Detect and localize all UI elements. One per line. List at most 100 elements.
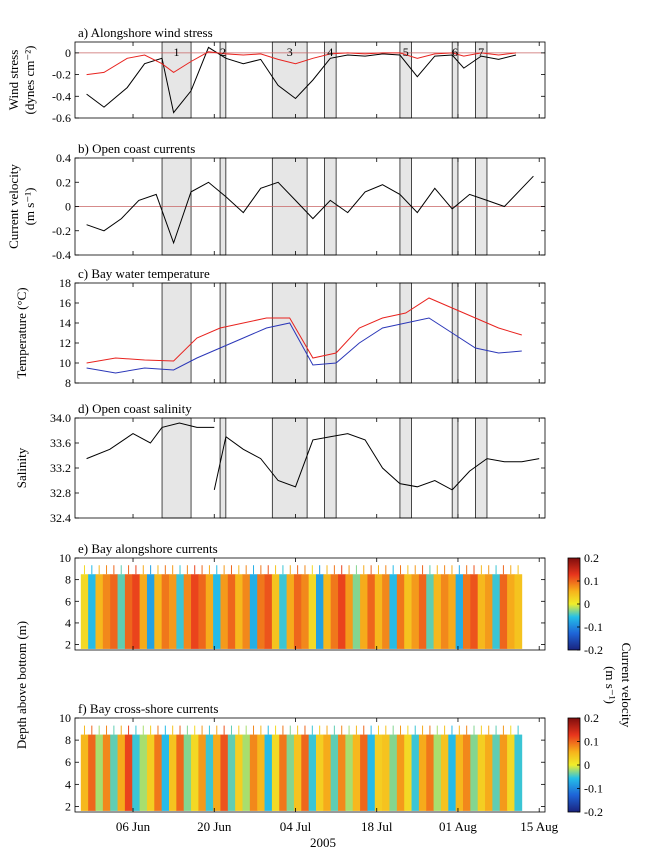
colorbar-tick-label: -0.1 [584, 782, 603, 796]
axes-box [74, 282, 546, 384]
year-label: 2005 [310, 835, 336, 850]
heat-column [95, 734, 104, 811]
heat-column [308, 734, 317, 811]
heat-column [249, 574, 258, 649]
heat-column [352, 574, 361, 649]
heat-column [132, 734, 141, 811]
heat-column [352, 734, 361, 811]
y-tick-label: 2 [65, 799, 71, 813]
y-tick-label: 32.4 [50, 511, 71, 525]
heat-column [404, 734, 412, 811]
series-line-1 [86, 46, 517, 114]
event-label-1: 1 [174, 45, 180, 59]
heat-column [183, 734, 192, 811]
x-tick-label: 18 Jul [361, 819, 393, 834]
heat-column [367, 574, 376, 649]
heat-column [242, 734, 251, 811]
heat-column [477, 574, 486, 649]
heat-column [360, 734, 368, 811]
panel-title: d) Open coast salinity [78, 401, 192, 416]
x-tick-label: 01 Aug [439, 819, 477, 834]
heat-column [235, 574, 243, 649]
heat-column [345, 574, 354, 649]
series-line-2 [86, 51, 517, 76]
colorbar-tick-label: 0.2 [584, 711, 599, 725]
colorbar-tick-label: 0 [584, 597, 590, 611]
y-tick-label: -0.6 [52, 111, 71, 125]
axes-box [74, 557, 546, 651]
heat-column [198, 574, 207, 649]
heat-column [227, 574, 236, 649]
y-tick-label: -0.2 [52, 68, 71, 82]
heat-column [242, 574, 251, 649]
heat-column [492, 734, 501, 811]
heat-column [286, 734, 295, 811]
heat-column [117, 734, 126, 811]
heat-column [448, 734, 457, 811]
heat-column [315, 574, 324, 649]
heat-column [227, 734, 236, 811]
heat-column [95, 574, 104, 649]
heat-column [426, 574, 434, 649]
heat-column [470, 574, 479, 649]
series-line-1 [86, 297, 522, 364]
heat-column [220, 734, 229, 811]
y-tick-label: -0.4 [52, 248, 71, 262]
y-tick-label: 0 [65, 46, 71, 60]
y-tick-label: 32.8 [50, 486, 71, 500]
heat-column [499, 734, 508, 811]
colorbar-tick-label: -0.2 [584, 643, 603, 657]
y-tick-label: 34.0 [50, 411, 71, 425]
heat-column [485, 734, 493, 811]
panel-title: e) Bay alongshore currents [78, 541, 218, 556]
y-tick-label: 8 [65, 733, 71, 747]
panel-c: 8 10 12 14 16 18 c) Bay water temperature Tempe… [14, 266, 546, 390]
heat-column [514, 734, 523, 811]
event-band-7 [475, 282, 488, 384]
heat-column [191, 574, 199, 649]
heat-column [440, 574, 449, 649]
heat-column [205, 734, 214, 811]
panel-a: -0.6 -0.4 -0.2 0 a) Alongshore wind stress Wi… [6, 25, 546, 125]
panel-title: f) Bay cross-shore currents [78, 701, 218, 716]
heat-column [330, 734, 339, 811]
heat-column [426, 734, 434, 811]
y-axis-label: Salinity [14, 447, 29, 488]
heat-column [440, 734, 449, 811]
heat-column [139, 734, 148, 811]
panel-b: -0.4 -0.2 0 0.2 0.4 b) Open coast currents Cur… [6, 141, 546, 262]
heat-column [308, 574, 317, 649]
heat-column [117, 574, 126, 649]
event-band-2 [219, 282, 227, 384]
heat-column [213, 574, 221, 649]
axes-box [74, 41, 546, 119]
heat-column [191, 734, 199, 811]
heat-column [389, 734, 398, 811]
heat-column [161, 574, 170, 649]
colorbar-tick-label: 0 [584, 758, 590, 772]
heat-column [88, 734, 96, 811]
heat-column [389, 574, 398, 649]
panel-title: a) Alongshore wind stress [78, 25, 213, 40]
heat-column [345, 734, 354, 811]
heat-column [338, 574, 346, 649]
y-tick-label: 16 [59, 296, 71, 310]
event-band-4 [324, 282, 337, 384]
panel-title: b) Open coast currents [78, 141, 195, 156]
heat-column [323, 574, 332, 649]
heat-column [176, 734, 185, 811]
heat-column [154, 574, 163, 649]
event-band-5 [399, 282, 412, 384]
y-tick-label: 6 [65, 594, 71, 608]
heat-column [477, 734, 486, 811]
heat-column [169, 734, 177, 811]
event-label-2: 2 [220, 45, 226, 59]
heat-column [257, 734, 265, 811]
colorbars: 0.2 0.1 0 -0.1 -0.2 0.2 0.1 0 -0.1 -0.2 Current ve… [567, 551, 634, 819]
y-tick-label: 14 [59, 316, 71, 330]
colorbar-label: Current velocity [619, 643, 634, 728]
event-band-1 [161, 417, 192, 519]
heat-column [462, 734, 471, 811]
heat-column [169, 574, 177, 649]
